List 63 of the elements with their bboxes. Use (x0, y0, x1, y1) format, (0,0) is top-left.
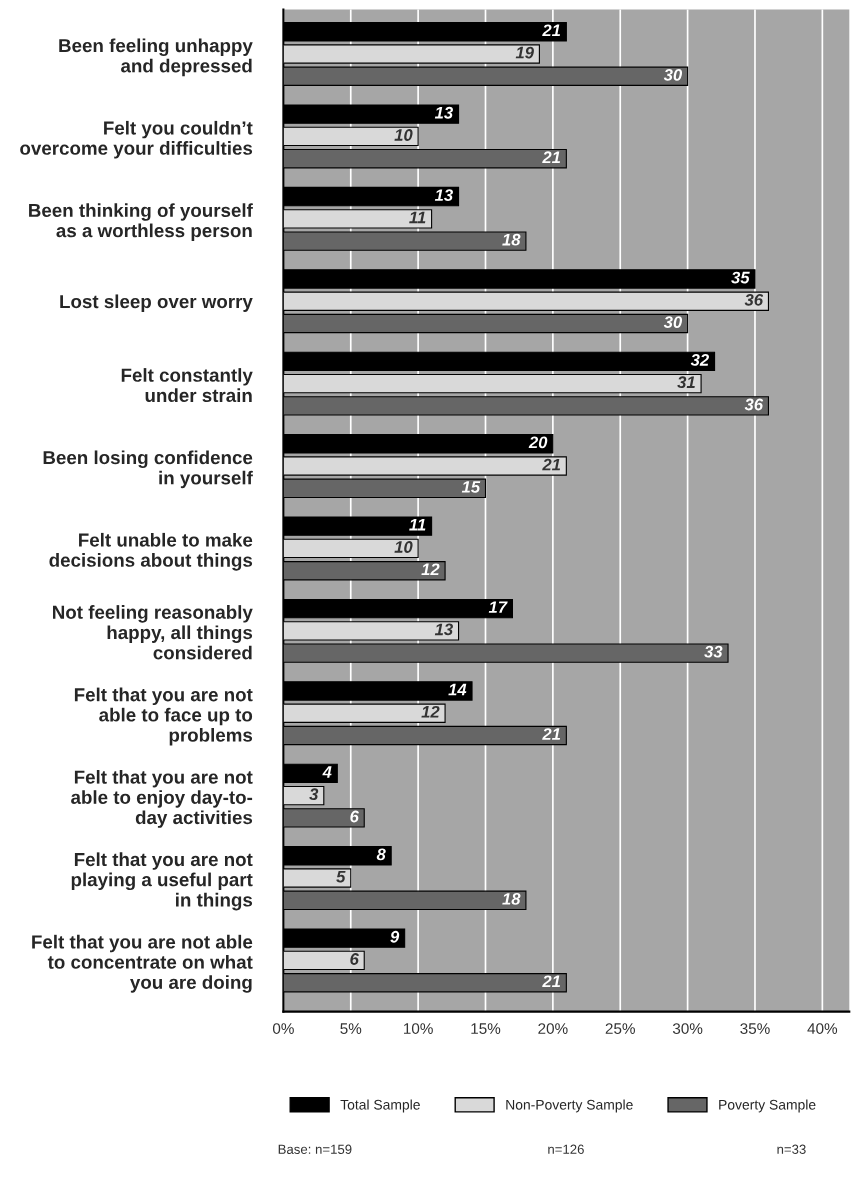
x-tick-label: 0% (272, 1023, 294, 1034)
data-label: 21 (542, 151, 561, 164)
legend-label: Poverty Sample (719, 1099, 816, 1113)
text: Base: n=159 (278, 1144, 352, 1154)
data-label: 6 (350, 953, 359, 965)
data-label: 14 (448, 683, 467, 696)
data-label: 18 (502, 892, 521, 905)
data-label: 21 (542, 24, 561, 37)
data-label: 18 (502, 233, 521, 246)
data-label: 6 (350, 810, 359, 823)
data-label: 33 (704, 645, 723, 658)
y-tick-label: Felt unable to make decisions about things (49, 532, 253, 571)
text: n=33 (777, 1144, 806, 1154)
data-label: 31 (677, 376, 695, 389)
data-label: 11 (409, 519, 426, 531)
data-label: 15 (461, 481, 481, 493)
legend-label: Non-Poverty Sample (506, 1099, 633, 1113)
data-label: 13 (434, 106, 453, 119)
data-label: 17 (488, 601, 508, 613)
x-tick-label: 30% (672, 1023, 703, 1034)
x-tick-label: 5% (340, 1023, 362, 1034)
data-label: 4 (322, 766, 332, 778)
data-label: 12 (421, 705, 440, 718)
data-label: 10 (394, 129, 413, 141)
y-tick-label: Lost sleep over worry (60, 294, 253, 312)
y-tick-label: Felt constantly under strain (121, 368, 253, 403)
data-label: 11 (409, 211, 426, 224)
data-label: 9 (390, 930, 400, 943)
data-label: 21 (542, 975, 561, 988)
y-tick-label: Not feeling reasonably happy, all things considered (53, 605, 253, 660)
data-label: 30 (663, 316, 683, 328)
y-tick-label: Been losing confidence in yourself (43, 450, 253, 489)
data-label: 19 (515, 46, 534, 59)
data-label: 5 (336, 870, 346, 883)
data-label: 30 (663, 68, 683, 81)
data-label: 32 (690, 354, 709, 366)
y-tick-label: Felt that you are not playing a useful part in things (71, 852, 253, 911)
data-label: 10 (394, 541, 413, 553)
data-label: 35 (731, 271, 750, 284)
x-tick-label: 20% (538, 1023, 568, 1034)
y-tick-label: Felt that you are not able to enjoy day-to- day activities (71, 770, 253, 828)
data-label: 8 (376, 848, 386, 861)
y-tick-label: Felt that you are not able to concentrate on what you are doing (32, 934, 253, 993)
data-label: 13 (434, 189, 453, 202)
data-label: 36 (744, 293, 764, 306)
y-tick-label: Felt you couldn’t overcome your difficulties (20, 120, 253, 159)
x-tick-label: 40% (807, 1023, 838, 1034)
data-label: 21 (542, 728, 561, 740)
x-tick-label: 15% (471, 1023, 501, 1034)
y-tick-label: Been thinking of yourself as a worthless person (29, 203, 253, 242)
data-label: 36 (744, 398, 764, 411)
data-label: 21 (542, 458, 561, 471)
legend-label: Total Sample (340, 1099, 420, 1113)
text: n=126 (548, 1144, 584, 1154)
y-tick-label: Been feeling unhappy and depressed (59, 38, 253, 77)
y-tick-label: Felt that you are not able to face up to problems (74, 687, 253, 746)
x-tick-label: 25% (605, 1023, 635, 1034)
data-label: 13 (434, 623, 453, 636)
x-tick-label: 10% (404, 1023, 433, 1034)
data-label: 20 (528, 436, 548, 449)
x-tick-label: 35% (740, 1023, 770, 1034)
data-label: 12 (421, 563, 440, 576)
data-label: 3 (309, 788, 319, 801)
